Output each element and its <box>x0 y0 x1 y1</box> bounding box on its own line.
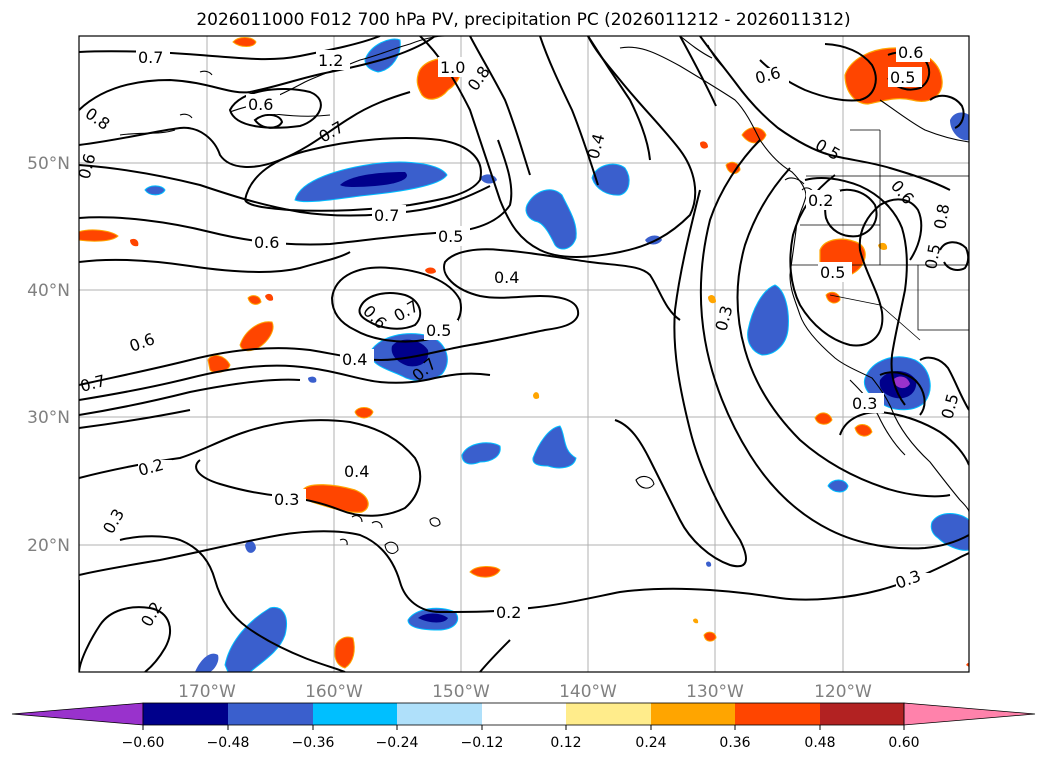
contour-label: 0.6 <box>75 152 100 182</box>
colorbar-label: 0.60 <box>888 735 919 751</box>
colorbar-segment <box>482 703 566 725</box>
lat-tick-label: 50°N <box>27 154 70 174</box>
colorbar-label: 0.24 <box>635 735 666 751</box>
lon-tick-label: 120°W <box>814 682 872 702</box>
colorbar-label: −0.60 <box>122 735 165 751</box>
contour-label: 0.8 <box>930 202 953 230</box>
contour-label: 0.5 <box>921 242 944 270</box>
colorbar-label: 0.36 <box>719 735 750 751</box>
map-background <box>79 36 969 672</box>
colorbar-segment <box>735 703 820 725</box>
contour-label: 0.5 <box>820 263 845 282</box>
contour-label: 0.5 <box>426 321 451 340</box>
contour-label: 0.7 <box>374 206 399 225</box>
contour-label: 0.5 <box>438 227 463 246</box>
contour-label: 0.2 <box>808 191 833 210</box>
colorbar-segment <box>228 703 313 725</box>
lon-tick-label: 140°W <box>559 682 617 702</box>
lat-tick-label: 30°N <box>27 408 70 428</box>
colorbar-max-extension <box>903 702 1036 726</box>
lon-tick-label: 160°W <box>305 682 363 702</box>
contour-label: 0.6 <box>898 43 923 62</box>
lat-tick-label: 40°N <box>27 281 70 301</box>
longitude-labels: 170°W 160°W 150°W 140°W 130°W 120°W <box>178 682 872 702</box>
colorbar-segment <box>313 703 397 725</box>
colorbar-min-extension <box>11 702 144 726</box>
map-title: 2026011000 F012 700 hPa PV, precipitatio… <box>196 10 851 30</box>
colorbar-segment <box>397 703 482 725</box>
colorbar-segment <box>651 703 735 725</box>
contour-label: 0.7 <box>138 48 163 67</box>
lat-tick-label: 20°N <box>27 536 70 556</box>
colorbar-label: −0.36 <box>292 735 335 751</box>
contour-label: 0.2 <box>496 603 521 622</box>
contour-label: 0.5 <box>890 68 915 87</box>
lon-tick-label: 130°W <box>686 682 744 702</box>
precipitation-shading <box>79 37 969 672</box>
lon-tick-label: 170°W <box>178 682 236 702</box>
contour-label: 0.3 <box>274 490 299 509</box>
contour-label: 0.4 <box>344 462 369 481</box>
contour-label: 1.2 <box>318 51 343 70</box>
pv-contours <box>79 36 969 672</box>
colorbar-label: −0.24 <box>376 735 419 751</box>
lon-tick-label: 150°W <box>432 682 490 702</box>
colorbar-segment <box>566 703 651 725</box>
contour-label: 0.4 <box>494 268 519 287</box>
contour-label: 0.3 <box>852 394 877 413</box>
colorbar: −0.60 −0.48 −0.36 −0.24 −0.12 0.12 0.24 … <box>11 702 1036 751</box>
contour-label: 1.0 <box>440 58 465 77</box>
colorbar-segment <box>820 703 904 725</box>
contour-label: 0.4 <box>342 350 367 369</box>
colorbar-label: −0.12 <box>461 735 504 751</box>
map-frame <box>78 35 970 673</box>
latitude-labels: 50°N 40°N 30°N 20°N <box>27 154 70 556</box>
contour-label: 0.6 <box>254 233 279 252</box>
colorbar-label: 0.48 <box>804 735 835 751</box>
colorbar-label: 0.12 <box>550 735 581 751</box>
colorbar-segment <box>143 703 228 725</box>
contour-label: 0.6 <box>248 95 273 114</box>
colorbar-label: −0.48 <box>207 735 250 751</box>
